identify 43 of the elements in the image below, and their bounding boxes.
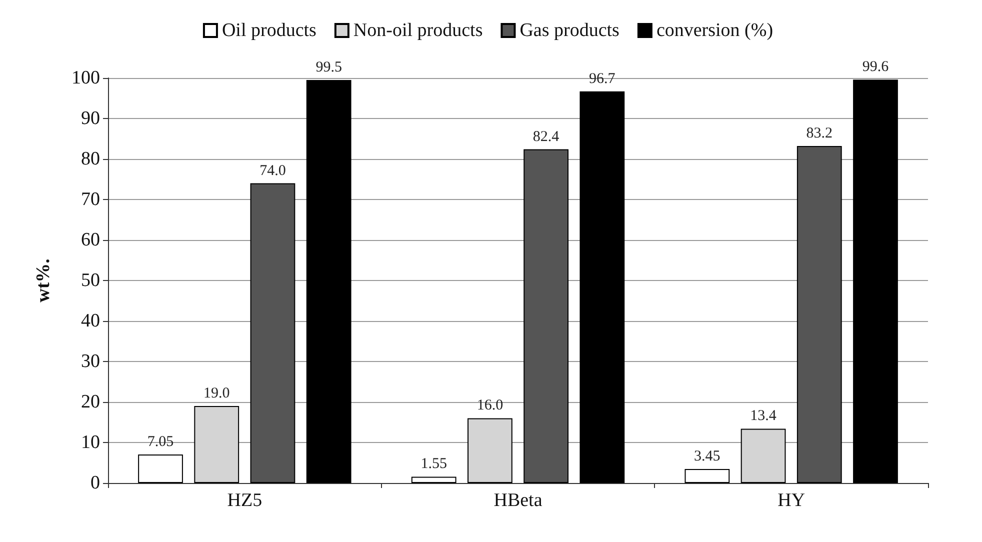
data-label: 99.5 [316,60,342,76]
y-tick-label: 30 [81,351,100,372]
data-label: 74.0 [260,162,286,179]
x-tick-label: HZ5 [227,490,262,511]
bar [194,406,240,483]
bar [853,80,898,483]
bar [250,183,296,483]
data-label: 19.0 [203,386,230,402]
y-tick-label: 90 [81,108,100,129]
y-tick-label: 100 [72,68,100,88]
bar [524,149,568,483]
y-tick-label: 80 [81,148,100,170]
y-tick-label: 60 [81,230,100,250]
data-label: 82.4 [532,128,560,145]
x-tick-label: HBeta [494,490,543,511]
x-tick-label: HY [778,490,806,511]
y-tick-label: 0 [90,472,100,494]
data-label: 1.55 [420,456,447,472]
bar [796,146,842,483]
data-label: 83.2 [806,126,833,142]
y-tick-label: 50 [81,270,100,291]
data-label: 96.7 [589,70,616,87]
legend-label: Oil products [222,20,316,41]
bar [138,454,183,483]
legend-label: conversion (%) [656,20,774,41]
data-label: 99.6 [862,59,890,76]
bar [306,80,352,483]
data-label: 13.4 [750,408,777,424]
y-tick-label: 20 [81,392,100,412]
y-tick-label: 10 [81,432,100,453]
bar [740,428,786,483]
bar [411,476,456,483]
y-axis-title: wt%. [33,258,54,302]
bar [468,418,512,483]
y-tick-label: 70 [81,189,100,210]
data-label: 7.05 [147,434,174,450]
y-tick-label: 40 [81,310,100,332]
data-label: 3.45 [694,448,720,465]
legend-label: Gas products [520,20,620,41]
data-label: 16.0 [476,398,504,414]
bar [580,91,625,483]
legend-label: Non-oil products [353,20,483,41]
bar [684,469,730,483]
